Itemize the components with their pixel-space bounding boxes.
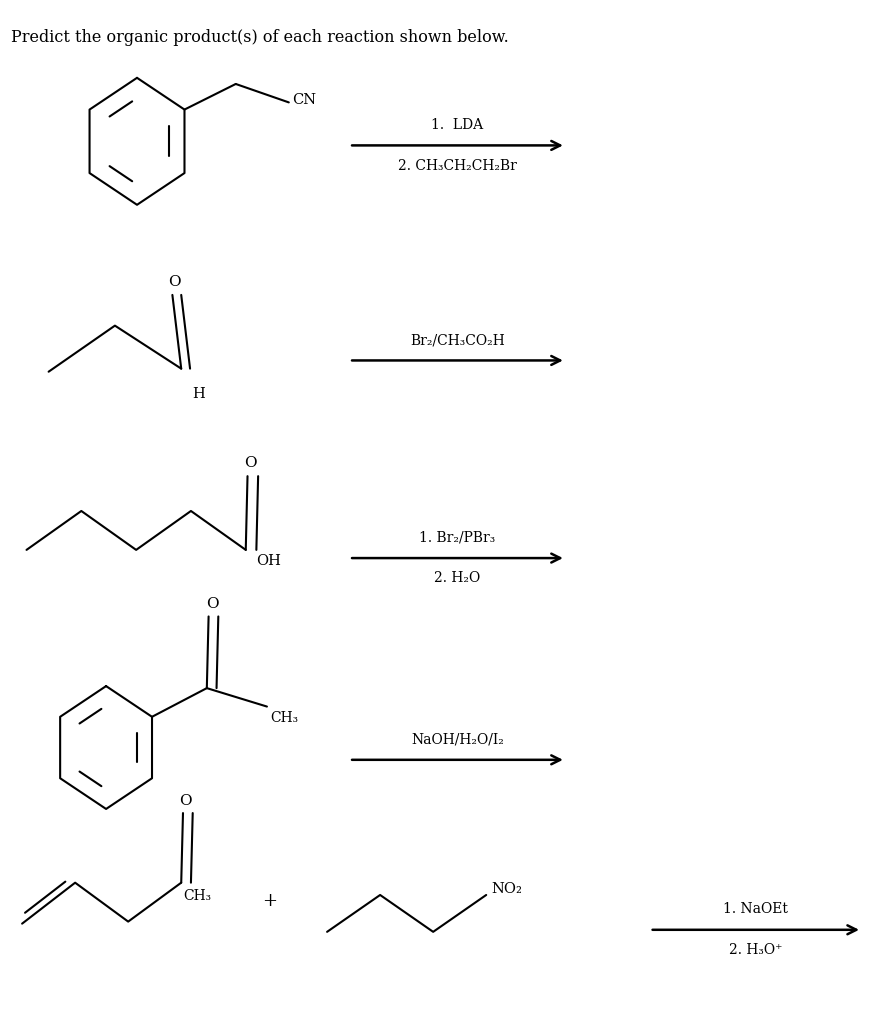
Text: H: H	[192, 387, 204, 401]
Text: CH₃: CH₃	[271, 711, 299, 725]
Text: Br₂/CH₃CO₂H: Br₂/CH₃CO₂H	[410, 333, 505, 347]
Text: Predict the organic product(s) of each reaction shown below.: Predict the organic product(s) of each r…	[11, 29, 508, 46]
Text: O: O	[244, 456, 256, 470]
Text: +: +	[263, 892, 277, 910]
Text: NaOH/H₂O/I₂: NaOH/H₂O/I₂	[411, 732, 504, 746]
Text: OH: OH	[256, 554, 281, 568]
Text: 1. Br₂/PBr₃: 1. Br₂/PBr₃	[419, 530, 496, 545]
Text: 1.  LDA: 1. LDA	[431, 118, 484, 132]
Text: 2. H₂O: 2. H₂O	[434, 571, 481, 586]
Text: O: O	[179, 794, 192, 808]
Text: 1. NaOEt: 1. NaOEt	[723, 902, 789, 916]
Text: O: O	[206, 597, 218, 611]
Text: 2. H₃O⁺: 2. H₃O⁺	[729, 943, 782, 957]
Text: CN: CN	[293, 93, 316, 108]
Text: O: O	[168, 274, 180, 289]
Text: NO₂: NO₂	[492, 882, 522, 896]
Text: 2. CH₃CH₂CH₂Br: 2. CH₃CH₂CH₂Br	[398, 159, 517, 173]
Text: CH₃: CH₃	[183, 889, 211, 903]
